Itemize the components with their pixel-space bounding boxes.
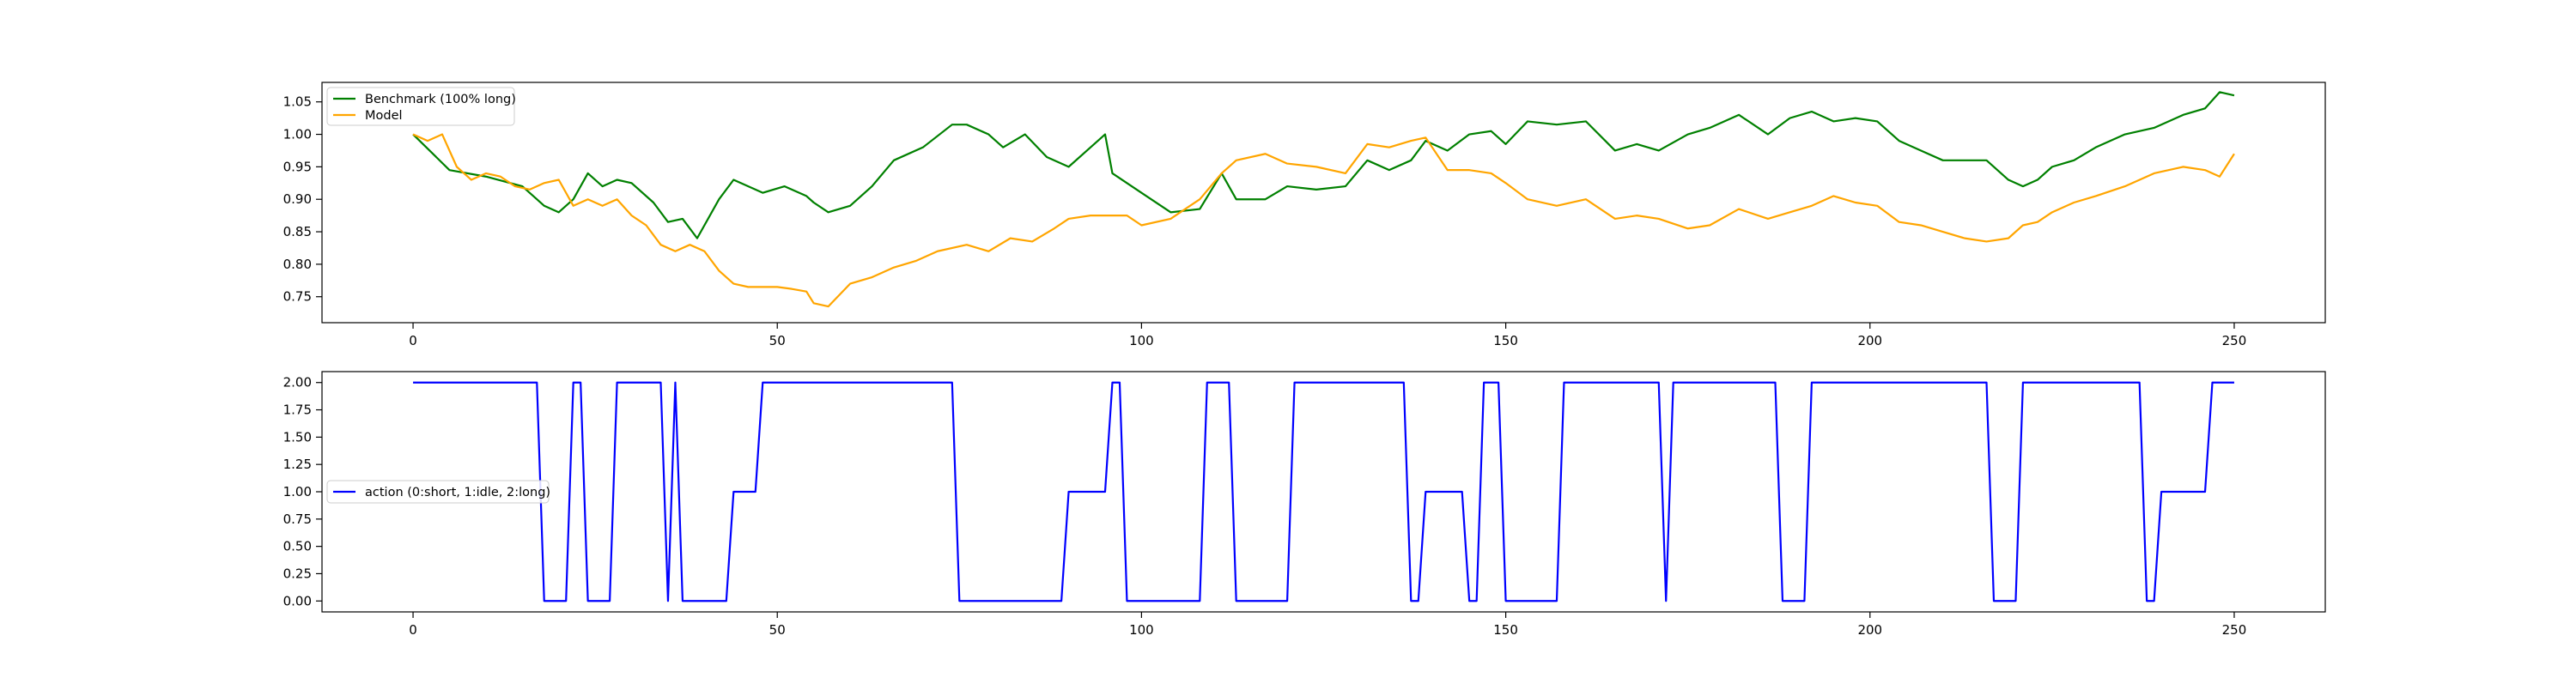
legend-bottom: action (0:short, 1:idle, 2:long) — [326, 480, 550, 504]
model-line — [412, 133, 2235, 308]
legend-frame — [326, 480, 550, 504]
legend-label: Benchmark (100% long) — [365, 93, 516, 106]
benchmark-line — [412, 91, 2235, 239]
x-tick-label: 250 — [2222, 622, 2247, 638]
x-tick-label: 150 — [1493, 333, 1518, 348]
y-tick-label: 1.50 — [283, 429, 312, 445]
legend-frame — [326, 87, 515, 126]
y-tick-label: 1.75 — [283, 402, 312, 418]
x-tick-label: 0 — [409, 622, 417, 638]
equity-chart: 0 50 100 150 200 250 0.75 0.80 0.85 0.90 0.95 1.00 1… — [283, 82, 2326, 348]
y-tick-label: 0.50 — [283, 539, 312, 554]
y-tick-label: 0.90 — [283, 191, 312, 207]
x-tick-label: 100 — [1129, 333, 1154, 348]
y-tick-label: 1.00 — [283, 127, 312, 142]
legend-label: Model — [365, 109, 403, 123]
x-tick-label: 250 — [2222, 333, 2247, 348]
action-line — [413, 381, 2234, 602]
x-tick-label: 150 — [1493, 622, 1518, 638]
y-tick-label: 0.75 — [283, 511, 312, 527]
x-tick-label: 200 — [1857, 333, 1882, 348]
y-tick-label: 0.75 — [283, 289, 312, 305]
x-tick-label: 0 — [409, 333, 417, 348]
y-tick-label: 0.00 — [283, 593, 312, 608]
axes-frame — [321, 82, 2326, 324]
action-chart: 0 50 100 150 200 250 0.00 0.25 0.50 0.75 1.00 1.25 1… — [283, 371, 2326, 638]
y-tick-label: 1.00 — [283, 484, 312, 499]
y-tick-label: 0.80 — [283, 257, 312, 272]
y-tick-label: 0.85 — [283, 224, 312, 239]
y-tick-label: 2.00 — [283, 375, 312, 390]
x-tick-label: 50 — [769, 333, 786, 348]
legend-top: Benchmark (100% long) Model — [326, 87, 516, 126]
x-tick-label: 50 — [769, 622, 786, 638]
legend-label: action (0:short, 1:idle, 2:long) — [365, 486, 550, 499]
y-tick-label: 0.95 — [283, 159, 312, 174]
y-tick-label: 0.25 — [283, 566, 312, 581]
x-tick-label: 200 — [1857, 622, 1882, 638]
x-tick-label: 100 — [1129, 622, 1154, 638]
y-tick-label: 1.25 — [283, 457, 312, 472]
y-tick-label: 1.05 — [283, 94, 312, 110]
